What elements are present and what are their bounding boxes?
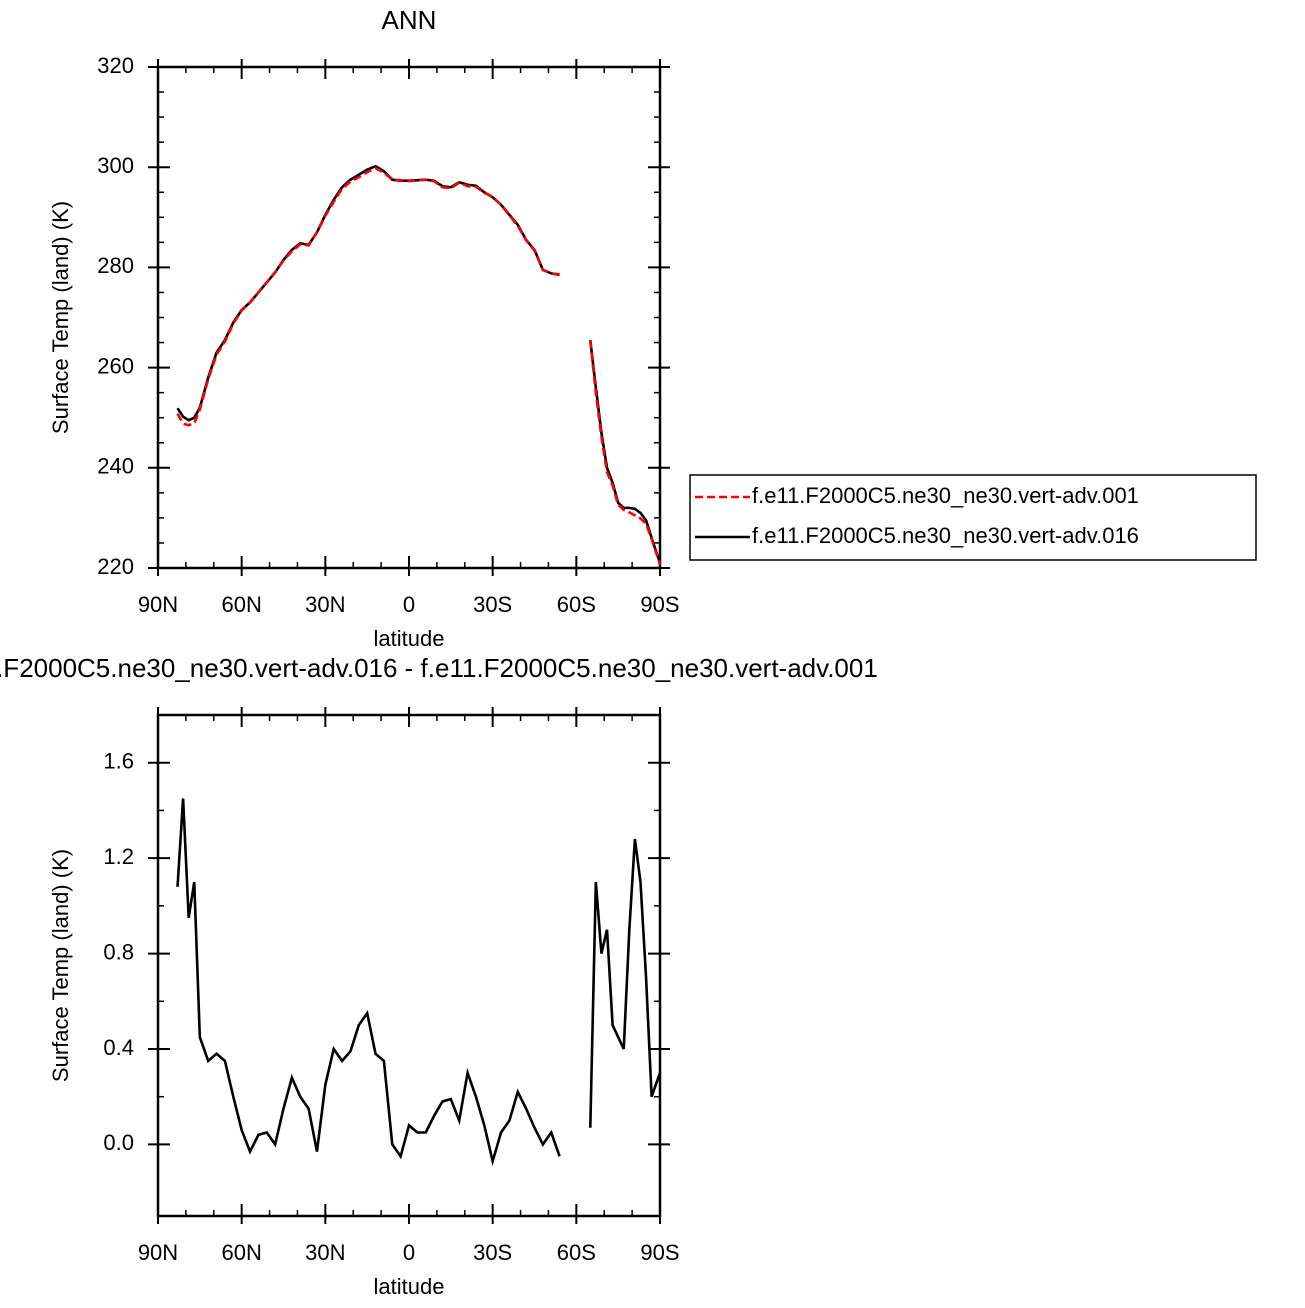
y-tick-label: 1.2 <box>103 844 134 869</box>
chart-title: f.e11.F2000C5.ne30_ne30.vert-adv.016 - f… <box>0 653 878 683</box>
data-line <box>176 798 561 1167</box>
x-tick-label: 60S <box>557 1240 596 1265</box>
y-tick-label: 0.0 <box>103 1130 134 1155</box>
x-tick-label: 60S <box>557 592 596 617</box>
panel: f.e11.F2000C5.ne30_ne30.vert-adv.016 - f… <box>0 653 878 1299</box>
y-tick-label: 320 <box>97 53 134 78</box>
y-tick-label: 240 <box>97 454 134 479</box>
x-tick-label: 30N <box>305 592 345 617</box>
x-axis-label: latitude <box>374 1274 445 1299</box>
x-tick-label: 90N <box>138 1240 178 1265</box>
x-tick-label: 0 <box>403 1240 415 1265</box>
x-tick-label: 90S <box>640 1240 679 1265</box>
legend-box <box>689 474 1257 561</box>
y-tick-label: 0.8 <box>103 939 134 964</box>
legend-label: f.e11.F2000C5.ne30_ne30.vert-adv.001 <box>752 483 1139 508</box>
data-line <box>588 339 662 564</box>
plot-frame <box>156 65 662 570</box>
x-tick-label: 60N <box>221 1240 261 1265</box>
y-axis-label: Surface Temp (land) (K) <box>48 849 73 1082</box>
x-tick-label: 30S <box>473 592 512 617</box>
chart-title: ANN <box>382 5 437 35</box>
x-tick-label: 30S <box>473 1240 512 1265</box>
y-tick-label: 220 <box>97 554 134 579</box>
x-axis-label: latitude <box>374 626 445 651</box>
x-tick-label: 90N <box>138 592 178 617</box>
y-tick-label: 280 <box>97 253 134 278</box>
x-tick-label: 30N <box>305 1240 345 1265</box>
y-tick-label: 0.4 <box>103 1035 134 1060</box>
x-tick-label: 0 <box>403 592 415 617</box>
y-tick-label: 300 <box>97 153 134 178</box>
plot-frame <box>156 713 662 1218</box>
legend-label: f.e11.F2000C5.ne30_ne30.vert-adv.016 <box>752 523 1139 548</box>
data-line <box>588 340 662 565</box>
panel: ANN latitude Surface Temp (land) (K) 90N 60N… <box>48 5 680 651</box>
data-line <box>176 166 560 427</box>
y-tick-label: 260 <box>97 353 134 378</box>
x-tick-label: 90S <box>640 592 679 617</box>
data-line <box>588 838 662 1128</box>
x-tick-label: 60N <box>221 592 261 617</box>
y-tick-label: 1.6 <box>103 749 134 774</box>
y-axis-label: Surface Temp (land) (K) <box>48 201 73 434</box>
data-line <box>176 164 560 422</box>
